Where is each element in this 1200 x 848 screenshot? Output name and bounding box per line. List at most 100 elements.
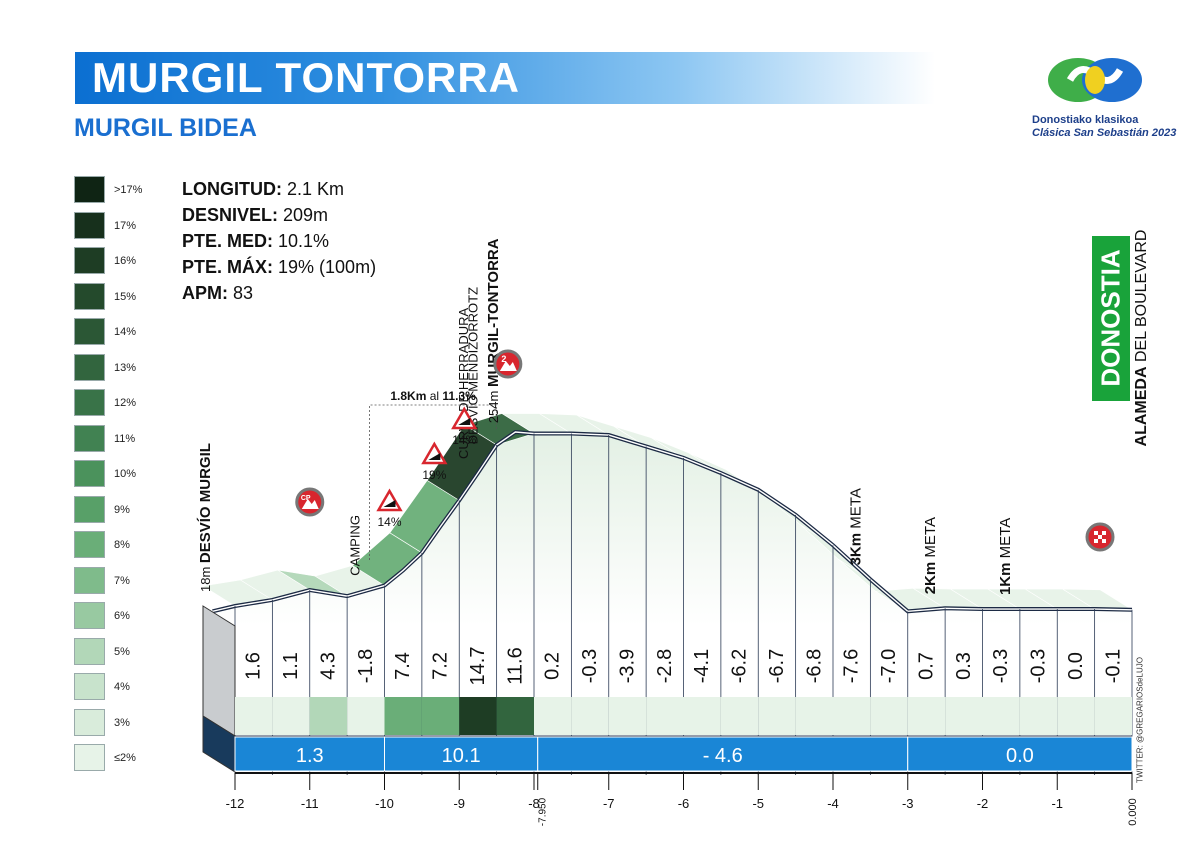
legend-swatch — [74, 495, 105, 523]
x-tick-label: -12 — [226, 796, 245, 811]
segment-gradient-cell — [795, 697, 833, 735]
finish-flag-cell — [1094, 531, 1098, 535]
mountain-glyph — [301, 499, 319, 509]
steep-sign-glyph — [428, 453, 441, 460]
legend-label: ≤2% — [114, 752, 136, 764]
sector-gradient-bar — [234, 736, 385, 772]
segment-gradient-cell — [608, 697, 647, 735]
steep-sign-glyph — [383, 500, 396, 507]
finish-flag-cell — [1098, 535, 1102, 539]
climb-bracket-label: 1.8Km al 11.3% — [390, 389, 476, 403]
segment-gradient-cell — [907, 697, 946, 735]
legend-label: 16% — [114, 255, 137, 267]
segment-gradient-cell — [833, 697, 871, 735]
stat-row: APM: 83 — [182, 280, 376, 306]
stat-row: DESNIVEL: 209m — [182, 202, 376, 228]
legend-swatch — [74, 637, 105, 665]
profile-annotation: 18m DESVÍO MURGIL — [197, 443, 214, 592]
page-title: MURGIL TONTORRA — [92, 54, 521, 101]
segment-gradient-cell — [945, 697, 983, 735]
segment-gradient-label: -0.3 — [579, 649, 601, 683]
segment-gradient-cell — [646, 697, 684, 735]
segment-gradient-label: 1.6 — [243, 652, 265, 680]
annotation-text: CAMPING — [348, 515, 363, 576]
x-tick-label: -7 — [603, 796, 615, 811]
bracket-bold: 11.3% — [442, 389, 476, 403]
segment-gradient-cell — [720, 697, 759, 735]
segment-gradient-cell — [459, 697, 497, 735]
x-tick-label: -3 — [902, 796, 914, 811]
finish-flag-cell — [1102, 535, 1106, 539]
climb-bracket — [369, 404, 498, 560]
x-tick-label: -1 — [1051, 796, 1063, 811]
segment-gradient-cell — [683, 697, 721, 735]
sector-gradient-label: 10.1 — [442, 745, 481, 767]
segment-gradient-cell — [496, 697, 534, 735]
race-logo — [1048, 58, 1142, 102]
legend-swatch — [74, 744, 105, 771]
finish-flag-cell — [1102, 531, 1106, 535]
x-tick-label: -6 — [678, 796, 690, 811]
legend-swatch — [74, 460, 105, 487]
segment-gradient-label: -1.8 — [355, 649, 377, 683]
legend-label: 15% — [114, 290, 137, 303]
logo-text-line2: Clásica San Sebastián 2023 — [1032, 127, 1177, 139]
profile-line-highlight — [212, 431, 1133, 613]
stat-row: LONGITUD: 2.1 Km — [182, 176, 376, 202]
x-tick-label: -7.950 — [538, 797, 549, 826]
annotation-text: DESVÍO MENDIZORROTZ — [466, 287, 481, 445]
x-tick-label: -4 — [827, 796, 839, 811]
legend-label: 4% — [114, 681, 130, 693]
segment-gradient-cell — [1094, 697, 1132, 735]
steep-sign-glyph — [458, 418, 471, 425]
segment-gradient-label: -0.3 — [1028, 649, 1050, 683]
segment-gradient-label: -0.3 — [990, 649, 1012, 683]
annotation-post: META — [922, 517, 939, 562]
steep-sign — [376, 488, 403, 512]
finish-city-box — [1092, 236, 1130, 401]
segment-gradient-label: -6.8 — [803, 649, 825, 683]
legend-swatch — [74, 389, 105, 416]
segment-gradient-cell — [1019, 697, 1058, 735]
legend-swatch — [74, 673, 105, 700]
legend-swatch — [74, 566, 105, 594]
stat-value: 209m — [278, 205, 329, 225]
profile-annotation: 1Km META — [997, 518, 1014, 595]
segment-gradient-label: 0.3 — [953, 652, 975, 680]
segment-gradient-label: 14.7 — [467, 647, 489, 686]
annotation-post: META — [997, 518, 1014, 563]
finish-flag-cell — [1098, 531, 1102, 535]
profile-side-face — [202, 605, 236, 737]
bracket-mid: al — [426, 389, 442, 403]
annotation-bold: 3Km — [847, 533, 864, 566]
stat-key: PTE. MÁX: — [182, 257, 274, 277]
legend-swatch — [74, 318, 105, 345]
logo-text-line1: Donostiako klasikoa — [1032, 114, 1139, 126]
legend-label: 5% — [114, 645, 130, 658]
legend-swatch — [74, 176, 105, 203]
profile-annotation: 254m MURGIL-TONTORRA — [485, 238, 502, 423]
annotation-pre: 254m — [486, 387, 501, 423]
segment-gradient-cell — [1057, 697, 1095, 735]
legend-label: 3% — [114, 716, 130, 729]
sign-label: 2 — [501, 354, 506, 364]
sector-gradient-label: 1.3 — [296, 745, 324, 767]
legend-label: 11% — [114, 432, 136, 445]
annotation-bold: 1Km — [997, 563, 1014, 596]
sector-gradient-bar — [384, 736, 539, 772]
annotation-post: META — [847, 488, 864, 533]
legend-swatch — [74, 247, 105, 274]
segment-gradient-label: 7.2 — [430, 652, 452, 680]
segment-gradient-label: 7.4 — [392, 652, 414, 680]
legend-label: 9% — [114, 503, 130, 516]
steep-sign-label: 14% — [452, 433, 476, 447]
x-tick-label: -10 — [375, 796, 394, 811]
sector-gradient-bar — [537, 736, 909, 772]
profile-annotation: CAMPING — [348, 515, 363, 576]
stat-key: DESNIVEL: — [182, 205, 279, 225]
steep-sign-label: 19% — [422, 468, 446, 482]
profile-annotation: 3Km META — [847, 488, 864, 565]
segment-gradient-cell — [571, 697, 609, 735]
x-tick-label: -9 — [453, 796, 465, 811]
